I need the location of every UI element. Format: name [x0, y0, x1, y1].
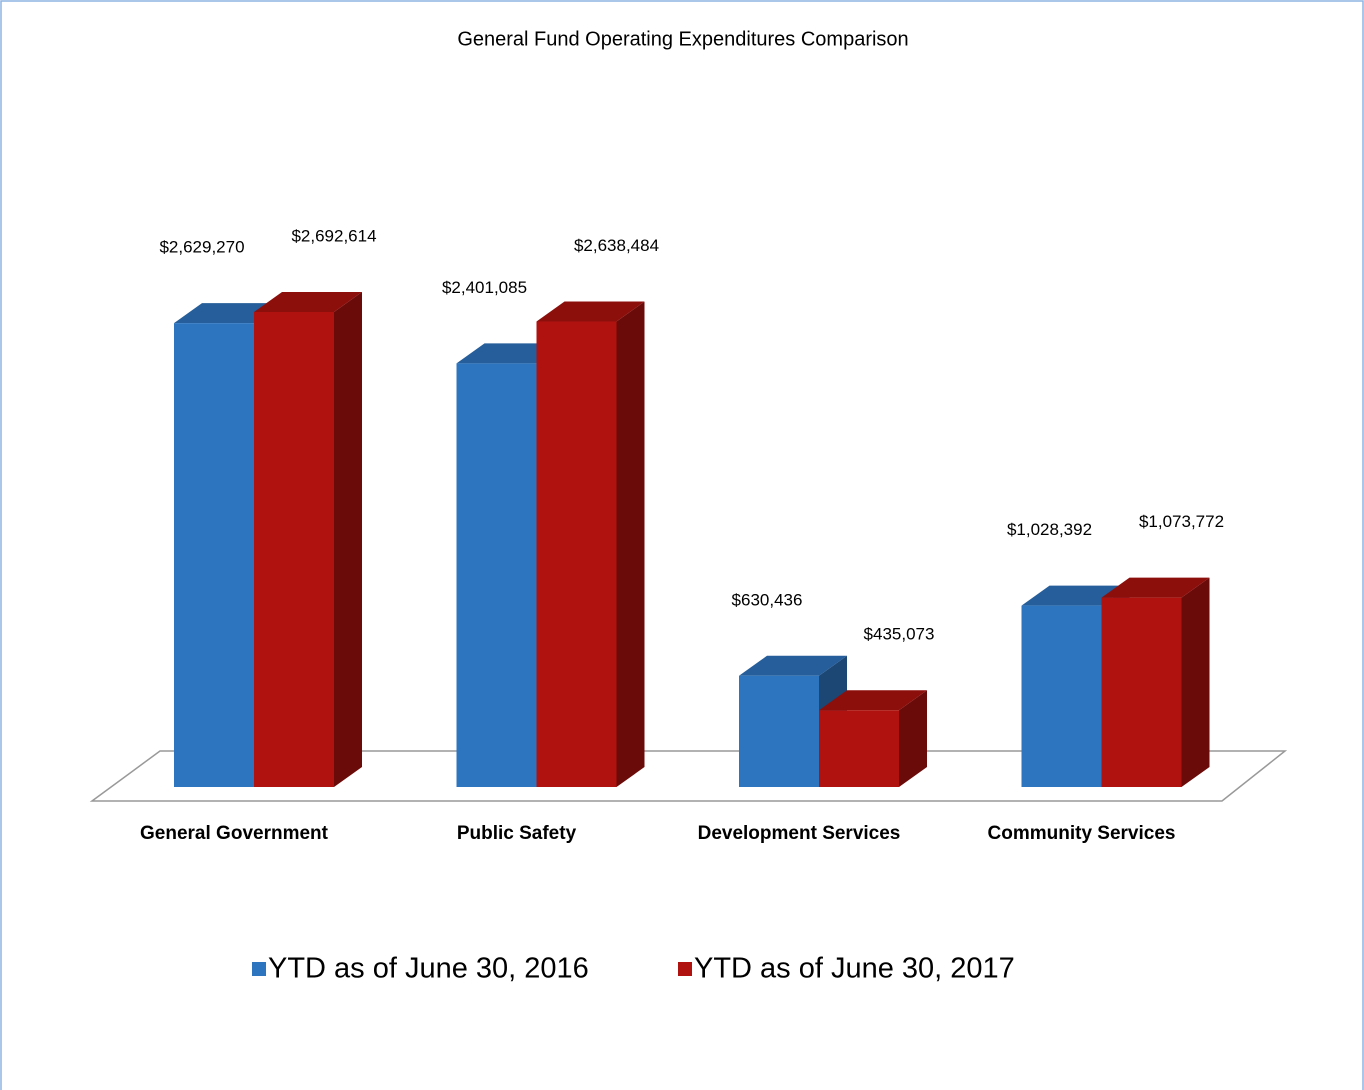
bar-front — [254, 312, 334, 787]
bar-front — [536, 321, 617, 787]
bar-top — [254, 292, 362, 312]
legend-label: YTD as of June 30, 2017 — [694, 953, 1015, 985]
data-label: $2,692,614 — [291, 226, 376, 245]
legend-swatch — [252, 962, 266, 976]
x-tick-label: Development Services — [698, 823, 901, 844]
bar-side — [334, 292, 362, 787]
data-label: $2,629,270 — [159, 238, 244, 257]
legend-swatch — [678, 962, 692, 976]
bar-side — [899, 690, 927, 787]
bar-front — [174, 323, 254, 787]
data-label: $1,028,392 — [1007, 520, 1092, 539]
bar-front — [456, 363, 537, 787]
bar-front — [819, 710, 899, 787]
data-label: $1,073,772 — [1139, 512, 1224, 531]
data-label: $435,073 — [864, 625, 935, 644]
bar-side — [616, 301, 645, 787]
data-label: $630,436 — [732, 590, 803, 609]
bar-front — [1101, 597, 1182, 787]
legend-label: YTD as of June 30, 2016 — [268, 953, 589, 985]
x-tick-label: Public Safety — [457, 823, 577, 844]
x-tick-label: Community Services — [988, 823, 1176, 844]
bar-side — [1181, 577, 1210, 787]
bar-top — [739, 655, 847, 676]
floor — [89, 750, 1288, 802]
bar — [254, 292, 362, 787]
chart-title: General Fund Operating Expenditures Comp… — [457, 28, 908, 50]
bar-top — [536, 301, 645, 322]
data-label: $2,638,484 — [574, 236, 659, 255]
bar-front — [1021, 605, 1102, 787]
bar-front — [739, 675, 819, 787]
bar — [536, 301, 645, 787]
x-tick-label: General Government — [140, 823, 329, 844]
bar-top — [819, 690, 927, 711]
bar-top — [1101, 577, 1210, 598]
bar — [819, 690, 927, 787]
bar — [1101, 577, 1210, 787]
data-label: $2,401,085 — [442, 278, 527, 297]
